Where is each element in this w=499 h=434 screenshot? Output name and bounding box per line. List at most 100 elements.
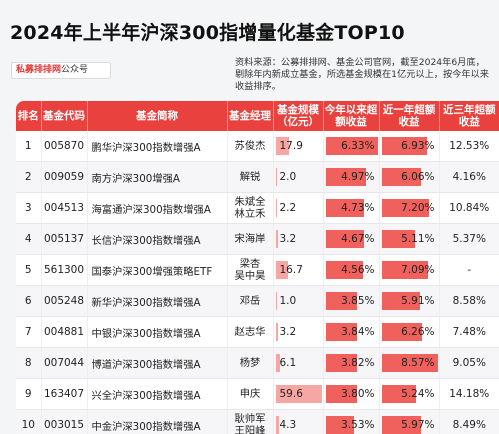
- name-cell: 海富通沪深300指数增强A: [87, 192, 228, 224]
- ytd-value: 3.53%: [341, 419, 375, 431]
- rank-cell: 7: [16, 316, 42, 348]
- col-header-scale: 基金规模（亿元）: [273, 101, 324, 131]
- code-cell: 561300: [41, 254, 88, 286]
- name-cell: 南方沪深300增强A: [87, 161, 228, 193]
- code-cell: 005137: [41, 223, 88, 255]
- col-header-name: 基金简称: [87, 101, 228, 131]
- y1-bar: [381, 199, 429, 217]
- scale-value: 3.2: [279, 233, 297, 245]
- scale-value: 4.3: [279, 419, 297, 431]
- code-cell: 004881: [41, 316, 88, 348]
- col-header-manager: 基金经理: [227, 101, 274, 131]
- y1-bar: [381, 385, 416, 403]
- ytd-value: 6.33%: [341, 140, 375, 152]
- ytd-value: 3.84%: [341, 326, 375, 338]
- source-brand: 私募排排网: [16, 65, 62, 75]
- y3-cell: 9.05%: [439, 347, 499, 379]
- table-row: 6 005248 新华沪深300指数增强A 邓岳 1.0 3.85% 5.91% 8.58%: [16, 285, 499, 317]
- col-header-1y: 近一年超额收益: [379, 101, 440, 131]
- source-suffix: 公众号: [61, 65, 89, 75]
- y3-cell: -: [439, 254, 499, 286]
- name-cell: 鹏华沪深300指数增强A: [87, 131, 228, 162]
- table-row: 9 163407 兴全沪深300指数增强A 申庆 59.6 3.80% 5.24% 14.18…: [16, 378, 499, 410]
- col-header-ytd: 今年以来超额收益: [323, 101, 380, 131]
- y1-value: 5.97%: [401, 419, 435, 431]
- manager-cell: 申庆: [227, 378, 274, 410]
- manager-cell: 梁杏 吴中昊: [227, 254, 274, 286]
- rank-cell: 2: [16, 161, 42, 193]
- ytd-value: 4.67%: [341, 233, 375, 245]
- y1-cell: 6.26%: [379, 316, 440, 348]
- scale-bar: [275, 199, 278, 217]
- manager-cell: 朱斌全 林立禾: [227, 192, 274, 224]
- ytd-bar: [325, 261, 363, 279]
- y1-bar: [381, 230, 415, 248]
- y1-bar: [381, 137, 427, 155]
- rank-cell: 6: [16, 285, 42, 317]
- name-cell: 中金沪深300指数增强A: [87, 409, 228, 434]
- rank-cell: 10: [16, 409, 42, 434]
- ytd-bar: [325, 230, 364, 248]
- ytd-value: 4.73%: [341, 202, 375, 214]
- manager-cell: 解锐: [227, 161, 274, 193]
- y1-cell: 6.93%: [379, 131, 440, 162]
- scale-bar: [275, 292, 277, 310]
- scale-cell: 2.2: [273, 192, 324, 224]
- code-cell: 004513: [41, 192, 88, 224]
- y3-cell: 14.18%: [439, 378, 499, 410]
- table-row: 1 005870 鹏华沪深300指数增强A 苏俊杰 17.9 6.33% 6.93% 12.5…: [16, 131, 499, 162]
- y1-cell: 6.06%: [379, 161, 440, 193]
- rank-cell: 3: [16, 192, 42, 224]
- name-cell: 新华沪深300指数增强A: [87, 285, 228, 317]
- ytd-bar: [325, 323, 358, 341]
- ytd-cell: 3.53%: [323, 409, 380, 434]
- y1-bar: [381, 292, 421, 310]
- table-row: 2 009059 南方沪深300增强A 解锐 2.0 4.97% 6.06% 4.16%: [16, 161, 499, 193]
- table-row: 3 004513 海富通沪深300指数增强A 朱斌全 林立禾 2.2 4.73% 7.20% 1…: [16, 192, 499, 224]
- rank-cell: 1: [16, 131, 42, 162]
- ytd-cell: 3.82%: [323, 347, 380, 379]
- code-cell: 009059: [41, 161, 88, 193]
- fund-table-card: 公募排排网 排名 基金代码 基金简称 基金经理 基金规模（亿元） 今年以来超额收…: [16, 101, 499, 434]
- rank-cell: 4: [16, 223, 42, 255]
- ytd-cell: 6.33%: [323, 131, 380, 162]
- ytd-bar: [325, 416, 355, 434]
- ytd-bar: [325, 354, 357, 372]
- col-header-rank: 排名: [16, 101, 42, 131]
- scale-bar: [275, 385, 322, 403]
- y3-cell: 8.49%: [439, 409, 499, 434]
- col-header-code: 基金代码: [41, 101, 88, 131]
- table-row: 10 003015 中金沪深300指数增强A 耿帅军 王阳峰 4.3 3.53% 5.97% 8…: [16, 409, 499, 434]
- y3-cell: 10.84%: [439, 192, 499, 224]
- name-cell: 博道沪深300指数增强A: [87, 347, 228, 379]
- ytd-cell: 4.73%: [323, 192, 380, 224]
- y1-bar: [381, 416, 421, 434]
- y1-value: 5.24%: [401, 388, 435, 400]
- scale-bar: [275, 416, 279, 434]
- scale-cell: 1.0: [273, 285, 324, 317]
- scale-cell: 3.2: [273, 223, 324, 255]
- table-row: 7 004881 中银沪深300指数增强A 赵志华 3.2 3.84% 6.26% 7.48%: [16, 316, 499, 348]
- y3-cell: 12.53%: [439, 131, 499, 162]
- manager-cell: 杨梦: [227, 347, 274, 379]
- scale-bar: [275, 137, 290, 155]
- ytd-value: 3.85%: [341, 295, 375, 307]
- scale-bar: [275, 354, 281, 372]
- code-cell: 003015: [41, 409, 88, 434]
- scale-value: 17.9: [279, 140, 303, 152]
- code-cell: 005870: [41, 131, 88, 162]
- ytd-cell: 3.80%: [323, 378, 380, 410]
- rank-cell: 9: [16, 378, 42, 410]
- y1-value: 7.20%: [401, 202, 435, 214]
- scale-bar: [275, 168, 278, 186]
- manager-cell: 宋海岸: [227, 223, 274, 255]
- y1-cell: 5.11%: [379, 223, 440, 255]
- y1-bar: [381, 354, 438, 372]
- ytd-bar: [325, 137, 378, 155]
- ytd-cell: 4.67%: [323, 223, 380, 255]
- y1-value: 6.06%: [401, 171, 435, 183]
- scale-value: 3.2: [279, 326, 297, 338]
- ytd-value: 3.80%: [341, 388, 375, 400]
- scale-bar: [275, 230, 278, 248]
- name-cell: 兴全沪深300指数增强A: [87, 378, 228, 410]
